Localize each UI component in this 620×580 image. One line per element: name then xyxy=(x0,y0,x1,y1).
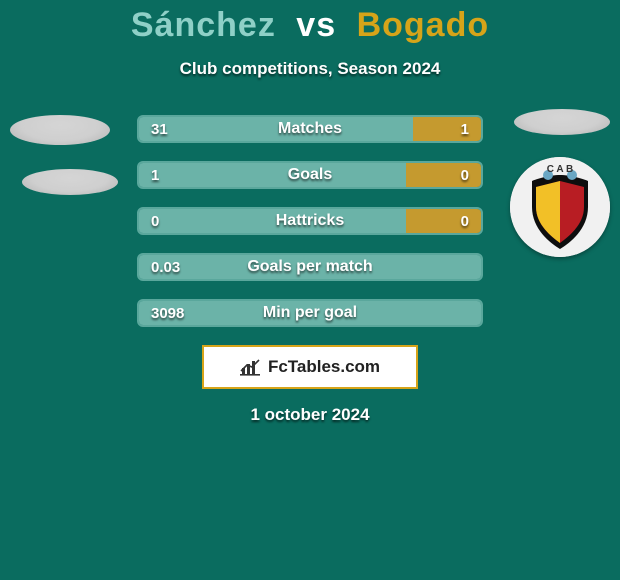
stat-value-right: 0 xyxy=(461,167,469,184)
stat-row: 0.03Goals per match xyxy=(137,253,483,281)
stat-value-left: 0 xyxy=(151,213,159,230)
stat-row: 00Hattricks xyxy=(137,207,483,235)
date-text: 1 october 2024 xyxy=(0,405,620,425)
club-badge-right-1 xyxy=(514,109,610,135)
title-vs: vs xyxy=(296,6,336,44)
club-crest-right: C A B xyxy=(510,157,610,257)
brand-box[interactable]: FcTables.com xyxy=(202,345,418,389)
stat-value-right: 1 xyxy=(461,121,469,138)
stat-bar-left: 1 xyxy=(139,163,406,187)
stat-row: 311Matches xyxy=(137,115,483,143)
page-root: Sánchez vs Bogado Club competitions, Sea… xyxy=(0,0,620,580)
stat-row: 10Goals xyxy=(137,161,483,189)
content: C A B 311Matches10Goals00Hattricks0.03Go… xyxy=(0,115,620,425)
stat-value-left: 1 xyxy=(151,167,159,184)
stat-bar-right: 1 xyxy=(413,117,481,141)
stat-bar-left: 3098 xyxy=(139,301,481,325)
stat-bar-right: 0 xyxy=(406,209,481,233)
header: Sánchez vs Bogado Club competitions, Sea… xyxy=(0,0,620,79)
bar-chart-icon xyxy=(240,358,262,376)
svg-text:C A B: C A B xyxy=(547,164,573,175)
stat-value-left: 31 xyxy=(151,121,168,138)
shield-icon: C A B xyxy=(510,157,610,257)
brand-text: FcTables.com xyxy=(268,357,380,377)
stat-bar-left: 0.03 xyxy=(139,255,481,279)
title-player2: Bogado xyxy=(357,6,490,44)
stat-value-left: 0.03 xyxy=(151,259,180,276)
subtitle: Club competitions, Season 2024 xyxy=(0,59,620,79)
club-badge-left-2 xyxy=(22,169,118,195)
stat-bar-right: 0 xyxy=(406,163,481,187)
club-badge-left-1 xyxy=(10,115,110,145)
title-player1: Sánchez xyxy=(131,6,276,44)
stat-value-left: 3098 xyxy=(151,305,184,322)
page-title: Sánchez vs Bogado xyxy=(0,6,620,45)
stat-value-right: 0 xyxy=(461,213,469,230)
stat-row: 3098Min per goal xyxy=(137,299,483,327)
stat-bar-left: 31 xyxy=(139,117,413,141)
stat-bar-left: 0 xyxy=(139,209,406,233)
